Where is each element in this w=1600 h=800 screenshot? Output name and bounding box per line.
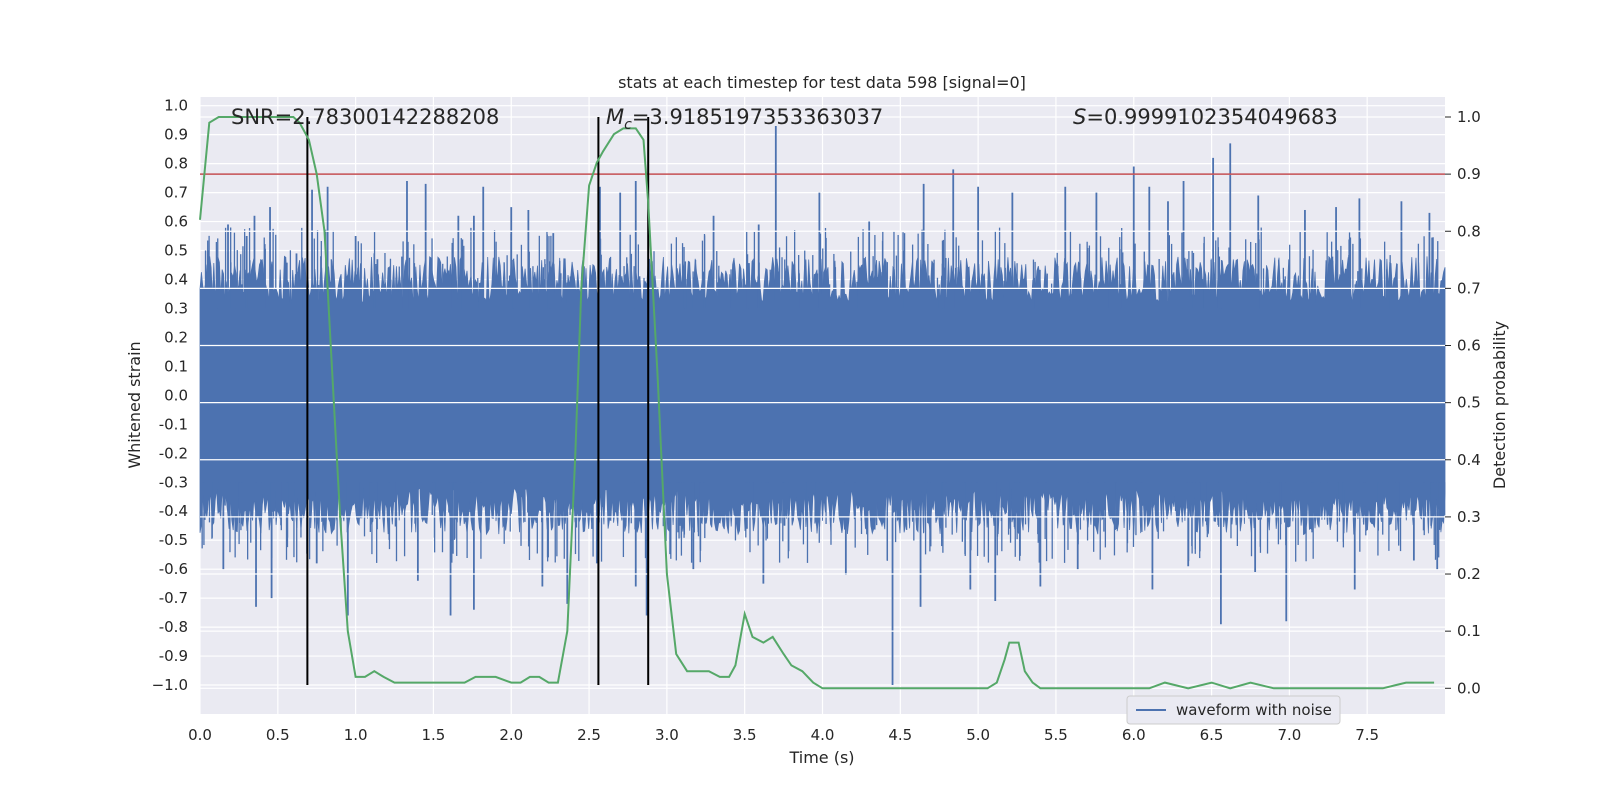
snr-annotation: SNR=2.78300142288208: [231, 105, 499, 129]
y2-tick-label: 0.4: [1457, 451, 1481, 469]
waveform-spikes: [201, 125, 1446, 686]
chirp-mass-annotation: Mc=3.9185197353363037: [606, 105, 883, 133]
y-tick-label: -0.6: [159, 560, 188, 578]
y-tick-label: -0.1: [159, 415, 188, 433]
y2-tick-label: 0.7: [1457, 279, 1481, 297]
x-axis-label: Time (s): [788, 748, 854, 767]
y2-tick-label: 0.8: [1457, 222, 1481, 240]
y2-axis-label: Detection probability: [1490, 321, 1509, 489]
x-tick-label: 0.0: [188, 726, 212, 744]
legend: waveform with noise: [1126, 695, 1341, 725]
legend-entry-waveform: waveform with noise: [1176, 701, 1332, 719]
x-tick-label: 7.5: [1355, 726, 1379, 744]
y2-tick-label: 0.1: [1457, 622, 1481, 640]
x-tick-label: 3.0: [655, 726, 679, 744]
x-tick-label: 1.5: [422, 726, 446, 744]
x-tick-label: 2.0: [499, 726, 523, 744]
x-tick-label: 1.0: [344, 726, 368, 744]
y2-tick-label: 0.0: [1457, 679, 1481, 697]
y-tick-label: 0.9: [164, 126, 188, 144]
y2-tick-label: 0.3: [1457, 508, 1481, 526]
y-tick-label: 0.7: [164, 184, 188, 202]
y-tick-label: 0.5: [164, 242, 188, 260]
y-tick-label: 0.3: [164, 299, 188, 317]
y-tick-label: -0.2: [159, 444, 188, 462]
x-tick-labels: 0.0 0.5 1.0 1.5 2.0 2.5 3.0 3.5 4.0 4.5 5.0 5.5 6.0 6…: [188, 726, 1379, 744]
x-tick-label: 6.5: [1200, 726, 1224, 744]
y2-tick-label: 0.6: [1457, 337, 1481, 355]
y-tick-label: 0.2: [164, 328, 188, 346]
y-tick-label: 0.4: [164, 270, 188, 288]
y2-tick-label: 0.9: [1457, 165, 1481, 183]
y-tick-label: 0.1: [164, 357, 188, 375]
x-tick-label: 6.0: [1122, 726, 1146, 744]
x-tick-label: 3.5: [733, 726, 757, 744]
waveform-layer: [199, 125, 1446, 686]
y-tick-label: -0.8: [159, 618, 188, 636]
x-tick-label: 2.5: [577, 726, 601, 744]
x-tick-label: 5.0: [966, 726, 990, 744]
legend-box: [1126, 695, 1341, 725]
y-tick-label: −1.0: [152, 676, 188, 694]
score-value: =0.9999102354049683: [1086, 105, 1337, 129]
y-axis-label: Whitened strain: [125, 341, 144, 468]
chirp-mass-symbol: M: [606, 105, 624, 129]
y-tick-labels: 1.0 0.9 0.8 0.7 0.6 0.5 0.4 0.3 0.2 0.1 0.0 -0.1 -0.…: [152, 97, 188, 694]
chirp-mass-subscript: c: [624, 117, 632, 133]
y-tick-label: -0.7: [159, 589, 188, 607]
y2-tick-label: 0.5: [1457, 394, 1481, 412]
y-tick-label: 1.0: [164, 97, 188, 115]
detection-probability-line: [199, 116, 1435, 690]
x-tick-label: 4.5: [888, 726, 912, 744]
x-tick-label: 0.5: [266, 726, 290, 744]
score-symbol: S: [1073, 105, 1086, 129]
y-tick-label: 0.6: [164, 213, 188, 231]
y-tick-label: 0.8: [164, 155, 188, 173]
x-tick-label: 5.5: [1044, 726, 1068, 744]
score-annotation: S=0.9999102354049683: [1073, 105, 1338, 129]
x-tick-label: 7.0: [1277, 726, 1301, 744]
y2-tick-label: 1.0: [1457, 108, 1481, 126]
y2-tick-labels: 0.0 0.1 0.2 0.3 0.4 0.5 0.6 0.7 0.8 0.9 1.0: [1445, 108, 1481, 697]
y-tick-label: 0.0: [164, 386, 188, 404]
y-tick-label: -0.9: [159, 647, 188, 665]
y-tick-label: -0.5: [159, 531, 188, 549]
chirp-mass-value: =3.9185197353363037: [632, 105, 883, 129]
y2-tick-label: 0.2: [1457, 565, 1481, 583]
y-tick-label: -0.3: [159, 473, 188, 491]
chart-title: stats at each timestep for test data 598…: [618, 73, 1026, 92]
y-tick-label: -0.4: [159, 502, 188, 520]
x-tick-label: 4.0: [811, 726, 835, 744]
